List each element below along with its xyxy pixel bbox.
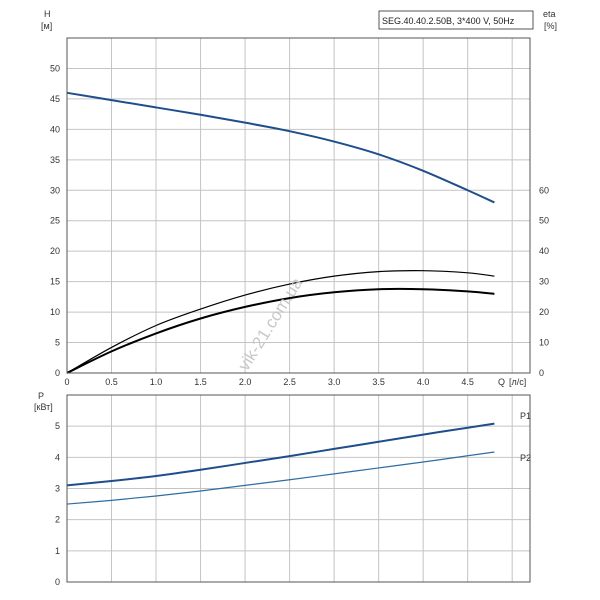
curves-layer	[66, 91, 495, 505]
y-tick-label: 25	[50, 216, 60, 226]
y-tick-label: 10	[50, 307, 60, 317]
y2-axis-label-eta: eta	[543, 9, 556, 19]
top-plot-frame	[66, 37, 531, 374]
y2-tick-label: 20	[539, 307, 549, 317]
p-tick-label: 3	[55, 484, 60, 494]
chart-title: SEG.40.40.2.50B, 3*400 V, 50Hz	[382, 16, 515, 26]
y-tick-label: 35	[50, 155, 60, 165]
bottom-plot-frame	[66, 394, 531, 583]
x-tick-label: 2.5	[283, 377, 296, 387]
y-tick-label: 40	[50, 124, 60, 134]
y-tick-label: 45	[50, 94, 60, 104]
y2-tick-label: 10	[539, 338, 549, 348]
x-tick-label: 0.5	[105, 377, 118, 387]
y-axis-unit-p: [кВт]	[34, 402, 53, 412]
power-curve-p2	[66, 451, 495, 505]
y-tick-label: 5	[55, 338, 60, 348]
tick-labels-layer: 0 0.5 1.0 1.5 2.0 2.5 3.0 3.5 4.0 4.5051015202530…	[50, 63, 549, 587]
y2-tick-label: 30	[539, 277, 549, 287]
efficiency-curve-lower	[66, 287, 495, 374]
y-tick-label: 30	[50, 185, 60, 195]
y-tick-label: 15	[50, 277, 60, 287]
head-curve	[66, 91, 495, 204]
y-tick-label: 0	[55, 368, 60, 378]
p-tick-label: 1	[55, 546, 60, 556]
legend-p1: P1	[520, 411, 531, 421]
y2-tick-label: 40	[539, 246, 549, 256]
y-tick-label: 50	[50, 63, 60, 73]
grid-lines	[66, 37, 530, 583]
x-tick-label: 4.0	[417, 377, 430, 387]
x-tick-label: 2.0	[239, 377, 252, 387]
efficiency-curve-upper	[66, 270, 495, 374]
x-tick-label: 1.0	[150, 377, 163, 387]
y-axis-label-p: P	[38, 391, 44, 401]
plot-frames	[66, 37, 531, 583]
power-curve-p1	[66, 422, 495, 487]
x-tick-label: 0	[64, 377, 69, 387]
p-tick-label: 0	[55, 577, 60, 587]
y-axis-label-h: H	[44, 9, 51, 19]
x-axis-label-q: Q	[498, 377, 505, 387]
legend-p2: P2	[520, 453, 531, 463]
p-tick-label: 2	[55, 515, 60, 525]
x-axis-unit-q: [л/с]	[509, 377, 526, 387]
x-tick-label: 1.5	[194, 377, 207, 387]
x-tick-label: 3.5	[372, 377, 385, 387]
p-tick-label: 4	[55, 452, 60, 462]
x-tick-label: 4.5	[461, 377, 474, 387]
y2-tick-label: 60	[539, 185, 549, 195]
y2-tick-label: 50	[539, 216, 549, 226]
x-tick-label: 3.0	[328, 377, 341, 387]
y2-tick-label: 0	[539, 368, 544, 378]
y-axis-unit-h: [м]	[41, 21, 52, 31]
p-tick-label: 5	[55, 421, 60, 431]
y2-axis-unit-eta: [%]	[544, 21, 557, 31]
title-box	[378, 10, 534, 30]
y-tick-label: 20	[50, 246, 60, 256]
